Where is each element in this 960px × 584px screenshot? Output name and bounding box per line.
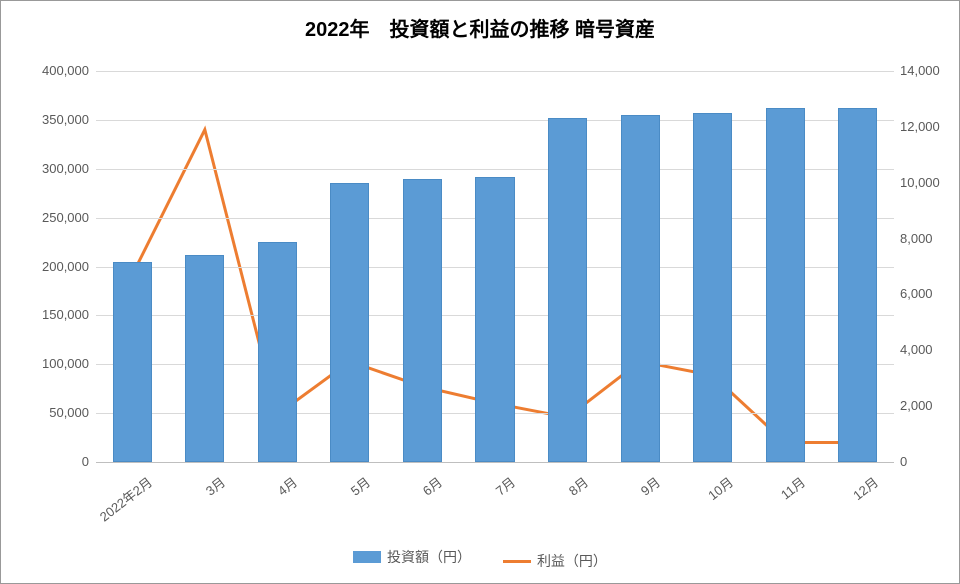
y-left-tick-label: 50,000: [21, 405, 89, 420]
y-right-tick-label: 4,000: [900, 342, 952, 357]
x-tick-label: 10月: [662, 472, 737, 536]
y-left-tick-label: 150,000: [21, 307, 89, 322]
legend-label-bars: 投資額（円）: [387, 547, 471, 567]
bar: [185, 255, 224, 462]
x-tick-label: 3月: [154, 472, 229, 536]
bar: [838, 108, 877, 462]
y-right-tick-label: 10,000: [900, 175, 952, 190]
x-tick-label: 5月: [299, 472, 374, 536]
y-right-tick-label: 6,000: [900, 286, 952, 301]
bar: [403, 179, 442, 462]
chart-container: 2022年 投資額と利益の推移 暗号資産 050,000100,000150,0…: [0, 0, 960, 584]
chart-title: 2022年 投資額と利益の推移 暗号資産: [1, 1, 959, 48]
y-left-tick-label: 100,000: [21, 356, 89, 371]
x-tick-label: 12月: [807, 472, 882, 536]
y-right-tick-label: 14,000: [900, 63, 952, 78]
bar: [475, 177, 514, 462]
bar: [621, 115, 660, 462]
y-left-tick-label: 400,000: [21, 63, 89, 78]
legend: 投資額（円） 利益（円）: [1, 547, 959, 572]
x-tick-label: 4月: [226, 472, 301, 536]
bar: [548, 118, 587, 462]
bar: [693, 113, 732, 462]
x-tick-label: 6月: [371, 472, 446, 536]
legend-label-line: 利益（円）: [537, 551, 607, 571]
x-tick-label: 7月: [444, 472, 519, 536]
y-left-tick-label: 0: [21, 454, 89, 469]
grid-line: [96, 71, 894, 72]
x-tick-label: 11月: [734, 472, 809, 536]
plot-area: 050,000100,000150,000200,000250,000300,0…: [96, 71, 894, 463]
y-right-tick-label: 12,000: [900, 119, 952, 134]
line-swatch-icon: [503, 560, 531, 563]
y-left-tick-label: 250,000: [21, 210, 89, 225]
bar: [766, 108, 805, 462]
legend-item-line: 利益（円）: [503, 551, 607, 571]
legend-item-bars: 投資額（円）: [353, 547, 471, 567]
x-tick-label: 2022年2月: [81, 472, 156, 536]
x-tick-label: 8月: [516, 472, 591, 536]
y-left-tick-label: 350,000: [21, 112, 89, 127]
y-right-tick-label: 0: [900, 454, 952, 469]
bar-swatch-icon: [353, 551, 381, 563]
bar: [330, 183, 369, 462]
y-right-tick-label: 8,000: [900, 231, 952, 246]
y-left-tick-label: 200,000: [21, 259, 89, 274]
y-right-tick-label: 2,000: [900, 398, 952, 413]
y-left-tick-label: 300,000: [21, 161, 89, 176]
bar: [113, 262, 152, 462]
bar: [258, 242, 297, 462]
x-tick-label: 9月: [589, 472, 664, 536]
